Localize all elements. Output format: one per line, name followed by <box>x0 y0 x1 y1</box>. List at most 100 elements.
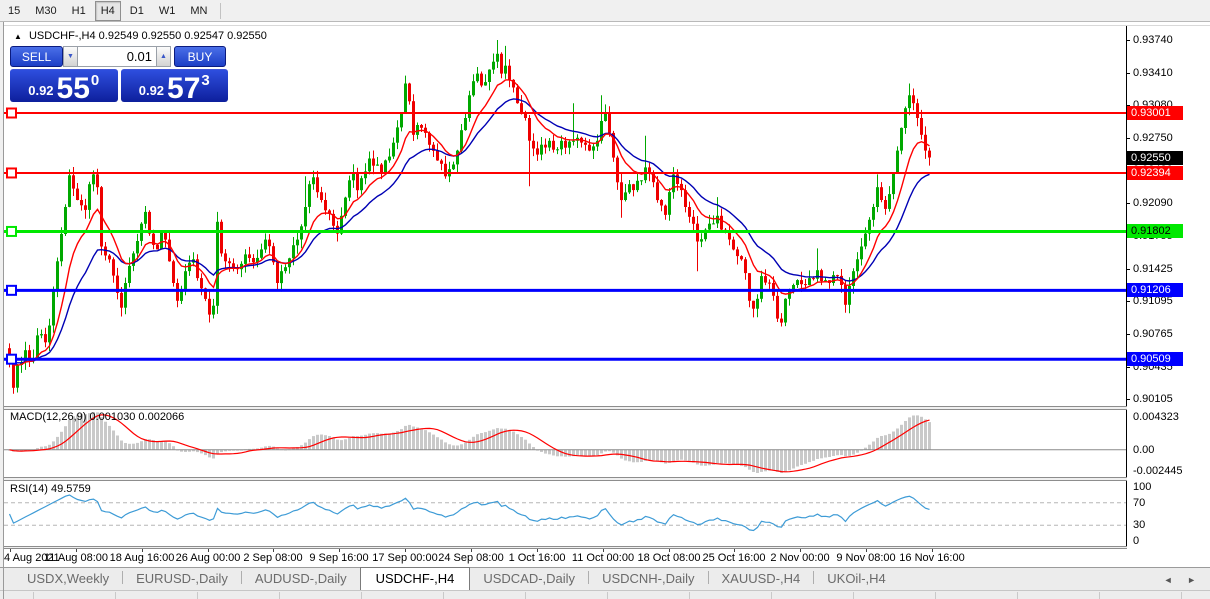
status-pane-divider <box>115 592 116 599</box>
timeframe-button-15[interactable]: 15 <box>8 4 21 17</box>
chart-top-border <box>4 25 1210 26</box>
chart-tab-bar: USDX,Weekly EURUSD-,Daily AUDUSD-,Daily USD… <box>0 567 1210 591</box>
sell-button[interactable]: SELL <box>10 46 63 67</box>
time-axis-tick-mark <box>669 549 670 552</box>
status-pane-divider <box>1017 592 1018 599</box>
price-axis-tick-mark <box>1126 40 1130 41</box>
buy-quote-panel[interactable]: 0.92 57 3 <box>120 69 228 104</box>
status-pane-divider <box>853 592 854 599</box>
time-axis-label: 9 Nov 08:00 <box>836 552 896 564</box>
chart-tab-usdchf-[interactable]: USDCHF-,H4 <box>359 567 471 591</box>
macd-scale-max: 0.004323 <box>1133 411 1179 423</box>
price-axis-tick: 0.93410 <box>1133 66 1173 79</box>
tab-separator <box>240 571 242 584</box>
sell-quote-panel[interactable]: 0.92 55 0 <box>10 69 118 104</box>
price-axis-tick-mark <box>1126 137 1130 139</box>
window-left-edge <box>3 22 4 599</box>
time-axis-tick-mark <box>339 549 340 552</box>
rsi-scale-0: 0 <box>1133 535 1140 547</box>
status-strip <box>0 590 1210 599</box>
time-axis-label: 11 Aug 08:00 <box>43 552 109 564</box>
time-axis-tick-mark <box>800 549 801 552</box>
panel-splitter-rsi[interactable] <box>4 477 1210 481</box>
macd-indicator-panel[interactable] <box>4 410 1126 477</box>
timeframe-button-mn[interactable]: MN <box>190 4 208 17</box>
lot-size-input[interactable] <box>78 46 156 67</box>
timeframe-button-m30[interactable]: M30 <box>35 4 57 17</box>
price-axis-tick-mark <box>1126 301 1130 303</box>
tab-scroll-right-icon[interactable]: ► <box>1187 575 1202 585</box>
chart-tab-eurusd-[interactable]: EURUSD-,Daily <box>136 571 228 586</box>
status-pane-divider <box>279 592 280 599</box>
time-axis-label: 18 Aug 16:00 <box>109 552 175 564</box>
time-axis-tick-mark <box>603 549 604 552</box>
time-axis-tick-mark <box>273 549 274 552</box>
chart-ohlc-values: 0.92549 0.92550 0.92547 0.92550 <box>98 30 267 42</box>
chart-tab-usdx[interactable]: USDX,Weekly <box>27 571 110 586</box>
time-axis-tick-mark <box>10 549 11 552</box>
tab-separator <box>588 571 590 584</box>
time-axis-tick-mark <box>471 549 472 552</box>
lot-increase-button[interactable]: ▲ <box>156 46 171 67</box>
rsi-indicator-panel[interactable] <box>4 481 1126 546</box>
timeframe-button-w1[interactable]: W1 <box>158 4 176 17</box>
tab-scroll-arrows[interactable]: ◄ ► <box>1164 575 1202 585</box>
time-axis-tick-mark <box>734 549 735 552</box>
buy-button[interactable]: BUY <box>174 46 226 67</box>
time-axis-label: 16 Nov 16:00 <box>899 552 965 564</box>
price-axis-tick-mark <box>1126 203 1130 204</box>
chart-title: ▲ USDCHF-,H4 0.92549 0.92550 0.92547 0.9… <box>14 30 267 42</box>
status-pane-divider <box>689 592 690 599</box>
price-axis-tick: 0.92750 <box>1133 131 1173 144</box>
price-axis-tick: 0.91425 <box>1133 262 1173 275</box>
time-axis-tick-mark <box>866 549 867 552</box>
level-price-badge: 0.91802 <box>1127 224 1183 239</box>
time-axis-tick-mark <box>76 549 77 552</box>
time-axis-tick-mark <box>208 549 209 552</box>
status-pane-divider <box>607 592 608 599</box>
tab-separator <box>707 571 709 584</box>
price-axis-tick-mark <box>1126 268 1130 270</box>
timeframe-toolbar: 15 M30 H1 H4 D1 W1 MN <box>0 0 1210 22</box>
panel-splitter-macd[interactable] <box>4 406 1210 410</box>
timeframe-button-d1[interactable]: D1 <box>129 4 144 17</box>
rsi-scale-100: 100 <box>1133 481 1152 493</box>
status-pane-divider <box>197 592 198 599</box>
price-axis-tick: 0.91095 <box>1133 295 1173 308</box>
level-price-badge: 0.91206 <box>1127 283 1183 298</box>
tab-scroll-left-icon[interactable]: ◄ <box>1163 575 1179 585</box>
time-axis-label: 26 Aug 00:00 <box>175 552 241 564</box>
chart-tab-usdcad-[interactable]: USDCAD-,Daily <box>483 571 576 586</box>
buy-price-base: 0.92 <box>138 83 165 98</box>
chart-tab-audusd-[interactable]: AUDUSD-,Daily <box>254 571 347 586</box>
price-axis[interactable]: 0.937400.934100.930800.927500.924200.920… <box>1126 26 1210 549</box>
timeframe-button-h1[interactable]: H1 <box>71 4 86 17</box>
price-axis-tick-mark <box>1126 366 1130 368</box>
one-click-trading-widget: SELL ▼ ▲ BUY 0.92 55 0 0.92 57 3 <box>10 46 228 104</box>
status-pane-divider <box>33 592 34 599</box>
time-axis-label: 1 Oct 16:00 <box>508 552 566 564</box>
chart-tabs: USDX,Weekly EURUSD-,Daily AUDUSD-,Daily USD… <box>14 567 899 591</box>
chart-tab-xauusd-[interactable]: XAUUSD-,H4 <box>721 571 801 586</box>
macd-scale-min: -0.002445 <box>1133 465 1183 477</box>
chart-tab-usdcnh-[interactable]: USDCNH-,Daily <box>602 571 695 586</box>
status-pane-divider <box>525 592 526 599</box>
price-axis-tick: 0.92090 <box>1133 197 1173 209</box>
price-axis-tick: 0.90105 <box>1133 393 1173 406</box>
time-axis-label: 18 Oct 08:00 <box>637 552 701 564</box>
price-axis-tick-mark <box>1126 105 1130 107</box>
current-price-badge: 0.92550 <box>1127 150 1183 165</box>
chart-tab-ukoil-[interactable]: UKOil-,H4 <box>827 571 886 586</box>
symbol-triangle-icon: ▲ <box>14 32 22 41</box>
time-axis[interactable]: 4 Aug 2021 11 Aug 08:00 18 Aug 16:00 26 Aug… <box>4 549 1126 567</box>
timeframe-button-h4[interactable]: H4 <box>94 0 121 21</box>
lot-decrease-button[interactable]: ▼ <box>63 46 78 67</box>
time-axis-label: 9 Sep 16:00 <box>309 552 369 564</box>
time-axis-label: 25 Oct 16:00 <box>702 552 766 564</box>
tab-separator <box>813 571 815 584</box>
time-axis-label: 4 Aug 2021 <box>4 552 60 564</box>
price-axis-tick-mark <box>1126 333 1130 335</box>
status-pane-divider <box>1099 592 1100 599</box>
price-axis-tick: 0.93740 <box>1133 34 1173 46</box>
time-axis-label: 17 Sep 00:00 <box>372 552 438 564</box>
